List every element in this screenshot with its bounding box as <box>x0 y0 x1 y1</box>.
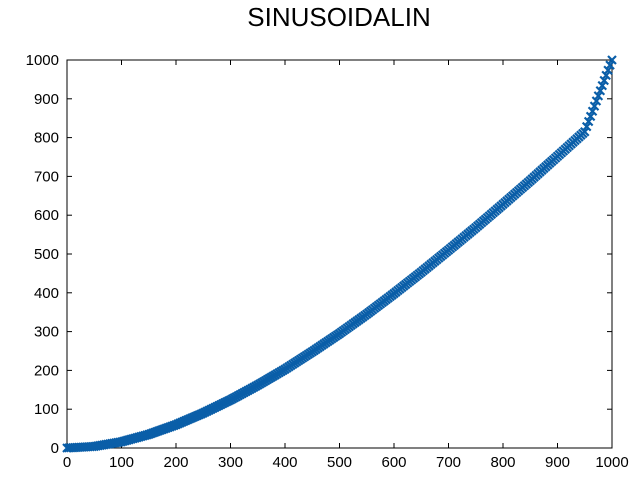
y-tick-label: 1000 <box>26 52 59 69</box>
x-tick-label: 0 <box>63 454 71 471</box>
x-tick-label: 900 <box>545 454 570 471</box>
data-point-marker <box>587 106 598 117</box>
data-marks <box>62 55 617 453</box>
data-point-marker <box>581 121 592 132</box>
y-tick-label: 200 <box>34 362 59 379</box>
x-tick-label: 700 <box>436 454 461 471</box>
x-tick-label: 400 <box>272 454 297 471</box>
y-tick-label: 600 <box>34 207 59 224</box>
x-tick-label: 1000 <box>595 454 628 471</box>
data-point-marker <box>585 111 596 122</box>
y-tick-label: 800 <box>34 130 59 147</box>
data-point-marker <box>591 96 602 106</box>
data-point-marker <box>583 116 594 127</box>
y-tick-label: 100 <box>34 401 59 418</box>
x-tick-label: 300 <box>218 454 243 471</box>
data-point-marker <box>605 60 615 70</box>
x-tick-label: 500 <box>327 454 352 471</box>
data-point-marker <box>579 127 590 137</box>
y-tick-label: 0 <box>51 440 59 457</box>
data-point-marker <box>593 91 604 101</box>
plot-frame <box>66 59 613 449</box>
data-point-marker <box>601 70 611 81</box>
data-point-marker <box>607 55 617 65</box>
data-point-marker <box>597 80 608 91</box>
chart-title: SINUSOIDALIN <box>247 2 431 32</box>
x-tick-label: 600 <box>381 454 406 471</box>
y-tick-label: 300 <box>34 324 59 341</box>
y-tick-label: 900 <box>34 91 59 108</box>
y-tick-label: 700 <box>34 168 59 185</box>
x-tick-label: 800 <box>490 454 515 471</box>
data-point-marker <box>595 85 606 96</box>
data-point-marker <box>599 75 609 86</box>
x-tick-label: 100 <box>109 454 134 471</box>
data-point-marker <box>603 65 613 76</box>
axis-ticks: 0 100 200 300 400 500 600 700 800 900 1000 0 100 200 3… <box>26 52 629 471</box>
data-point-marker <box>589 101 600 111</box>
y-tick-label: 400 <box>34 285 59 302</box>
x-tick-label: 200 <box>163 454 188 471</box>
y-tick-label: 500 <box>34 246 59 263</box>
